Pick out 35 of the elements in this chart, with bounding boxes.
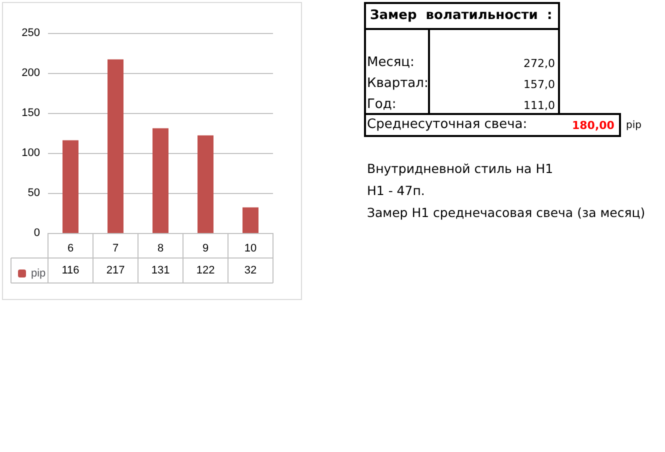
text: Замер волатильности : (370, 8, 552, 23)
text: 157,0 (524, 78, 555, 91)
text: 272,0 (524, 57, 555, 70)
data-label: 217 (106, 264, 125, 276)
data-label: 116 (62, 264, 80, 276)
data-label: 131 (151, 264, 170, 276)
x-tick-label: 6 (67, 242, 74, 254)
bar (108, 59, 124, 233)
text: H1 - 47п. (367, 183, 425, 198)
x-tick-label: 7 (112, 242, 119, 254)
bar (152, 128, 168, 233)
text: Внутридневной стиль на H1 (367, 161, 554, 176)
y-tick-label: 150 (22, 107, 40, 119)
y-tick-label: 250 (22, 27, 40, 39)
bar (242, 207, 258, 233)
x-tick-label: 9 (202, 242, 209, 254)
legend-label: pip (31, 268, 46, 280)
text: Квартал: (367, 76, 428, 91)
text: Месяц: (367, 55, 414, 70)
y-tick-label: 200 (22, 67, 40, 79)
text: 180,00 (572, 119, 614, 132)
x-tick-label: 8 (157, 242, 164, 254)
x-tick-label: 10 (244, 242, 257, 254)
bar (62, 140, 78, 233)
text: pip (626, 120, 642, 131)
bar (198, 135, 214, 233)
text: Среднесуточная свеча: (367, 117, 528, 132)
y-tick-label: 0 (34, 227, 40, 239)
y-tick-label: 50 (28, 187, 40, 199)
text: Замер H1 среднечасовая свеча (за месяц) (367, 205, 646, 220)
y-tick-label: 100 (22, 147, 40, 159)
data-label: 32 (244, 264, 257, 276)
text: Год: (367, 97, 396, 112)
text: 111,0 (524, 99, 555, 112)
data-label: 122 (196, 264, 215, 276)
